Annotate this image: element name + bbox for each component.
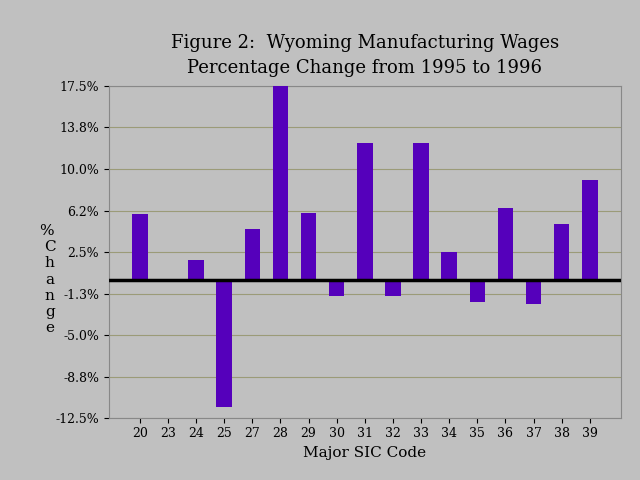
Bar bbox=[442, 252, 457, 279]
Bar bbox=[216, 279, 232, 407]
Bar bbox=[244, 229, 260, 279]
Bar bbox=[526, 279, 541, 304]
Bar bbox=[188, 260, 204, 279]
Bar bbox=[132, 215, 148, 279]
Bar bbox=[329, 279, 344, 296]
Bar bbox=[582, 180, 598, 279]
Bar bbox=[357, 143, 372, 279]
Text: % 
C
h
a
n
g
e: % C h a n g e bbox=[40, 224, 60, 335]
Bar bbox=[385, 279, 401, 296]
Bar bbox=[470, 279, 485, 302]
X-axis label: Major SIC Code: Major SIC Code bbox=[303, 446, 426, 460]
Title: Figure 2:  Wyoming Manufacturing Wages
Percentage Change from 1995 to 1996: Figure 2: Wyoming Manufacturing Wages Pe… bbox=[171, 34, 559, 76]
Bar bbox=[413, 143, 429, 279]
Bar bbox=[554, 225, 570, 279]
Bar bbox=[301, 213, 316, 279]
Bar bbox=[498, 208, 513, 279]
Bar bbox=[273, 86, 288, 279]
